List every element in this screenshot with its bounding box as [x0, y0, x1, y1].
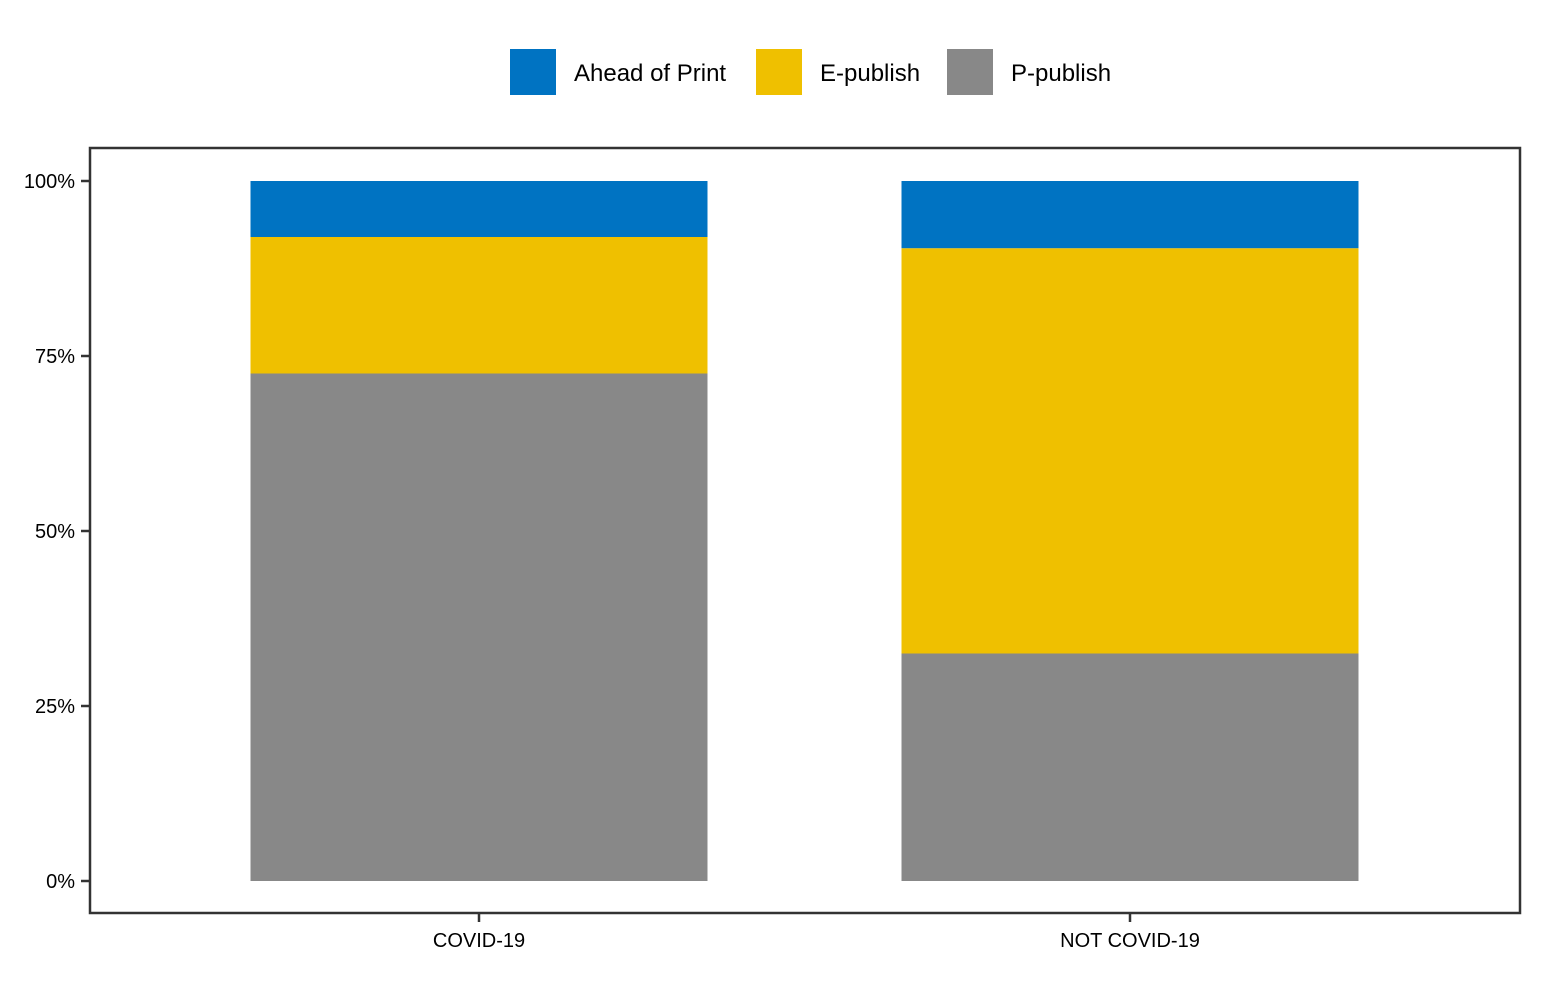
y-axis: 0% 25% 50% 75% 100% [24, 171, 90, 893]
legend: Ahead of Print E-publish P-publish [510, 49, 1111, 95]
legend-item-e-publish: E-publish [756, 49, 920, 95]
y-tick-label: 25% [35, 696, 75, 718]
bar-covid-19-ahead-of-print [250, 181, 708, 237]
x-axis: COVID-19 NOT COVID-19 [433, 913, 1200, 952]
y-tick-label: 75% [35, 346, 75, 368]
bar-not-covid-19-ahead-of-print [901, 181, 1359, 249]
y-tick-label: 0% [46, 871, 75, 893]
legend-key-ahead-of-print [510, 49, 556, 95]
bar-not-covid-19-p-publish [901, 653, 1359, 881]
x-tick-label: NOT COVID-19 [1060, 930, 1200, 952]
bar-covid-19-p-publish [250, 373, 708, 881]
y-tick-label: 100% [24, 171, 75, 193]
bar-covid-19-e-publish [250, 237, 708, 374]
y-tick-label: 50% [35, 521, 75, 543]
legend-item-p-publish: P-publish [947, 49, 1111, 95]
legend-key-e-publish [756, 49, 802, 95]
x-tick-label: COVID-19 [433, 930, 525, 952]
bars-layer [250, 181, 1359, 881]
bar-not-covid-19-e-publish [901, 248, 1359, 654]
legend-label-e-publish: E-publish [820, 60, 920, 87]
legend-label-ahead-of-print: Ahead of Print [574, 60, 726, 87]
legend-key-p-publish [947, 49, 993, 95]
legend-label-p-publish: P-publish [1011, 60, 1111, 87]
legend-item-ahead-of-print: Ahead of Print [510, 49, 726, 95]
